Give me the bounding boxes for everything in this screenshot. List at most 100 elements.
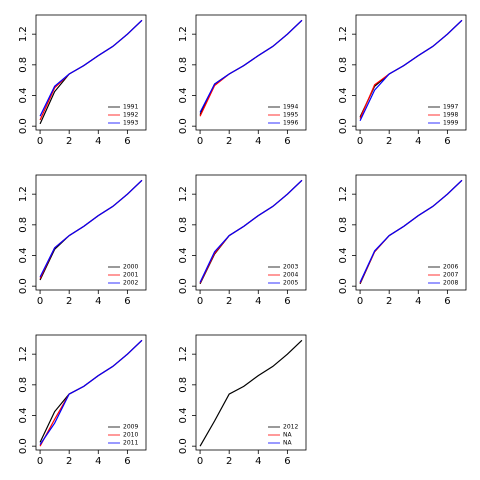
- x-tick-label: 0: [37, 456, 43, 467]
- x-tick-label: 6: [124, 136, 130, 147]
- series-line: [359, 179, 463, 283]
- y-tick-label: 0.0: [178, 278, 189, 294]
- x-tick-label: 4: [255, 296, 261, 307]
- y-tick-label: 0.4: [338, 248, 349, 264]
- plot-box: [35, 174, 147, 291]
- legend-label: 1999: [443, 120, 458, 127]
- series-line: [199, 179, 303, 283]
- legend-label: 1997: [443, 104, 458, 111]
- x-tick-label: 2: [226, 136, 232, 147]
- legend-label: 1996: [283, 120, 298, 127]
- y-tick-label: 0.8: [18, 57, 29, 73]
- series-line: [359, 19, 463, 122]
- legend-label: 1994: [283, 104, 298, 111]
- y-tick-label: 0.8: [338, 217, 349, 233]
- y-tick-label: 1.2: [178, 346, 189, 362]
- y-tick-label: 0.8: [178, 377, 189, 393]
- legend-label: 2002: [123, 280, 138, 287]
- x-tick-label: 4: [95, 136, 101, 147]
- plot-box: [355, 14, 467, 131]
- y-tick-label: 1.2: [18, 346, 29, 362]
- x-tick-label: 0: [197, 456, 203, 467]
- series-line: [39, 339, 143, 445]
- plot-box: [35, 14, 147, 131]
- y-tick-label: 0.0: [338, 278, 349, 294]
- y-tick-label: 0.4: [178, 248, 189, 264]
- x-tick-label: 6: [284, 136, 290, 147]
- x-tick-label: 4: [415, 136, 421, 147]
- y-tick-label: 0.8: [178, 217, 189, 233]
- plot-box: [35, 334, 147, 451]
- y-tick-label: 1.2: [18, 26, 29, 42]
- legend-label: 2009: [123, 424, 138, 431]
- x-tick-label: 2: [386, 136, 392, 147]
- y-tick-label: 0.0: [178, 438, 189, 454]
- legend-label: 1993: [123, 120, 138, 127]
- y-tick-label: 1.2: [338, 26, 349, 42]
- legend-label: 2005: [283, 280, 298, 287]
- x-tick-label: 2: [386, 296, 392, 307]
- series-line: [199, 19, 303, 113]
- legend-label: 1991: [123, 104, 138, 111]
- x-tick-label: 0: [357, 296, 363, 307]
- y-tick-label: 0.4: [338, 88, 349, 104]
- plot-box: [195, 174, 307, 291]
- x-tick-label: 2: [66, 296, 72, 307]
- x-tick-label: 4: [255, 456, 261, 467]
- x-tick-label: 4: [95, 456, 101, 467]
- plot-box: [195, 14, 307, 131]
- x-tick-label: 6: [284, 296, 290, 307]
- legend-label: 2006: [443, 264, 458, 271]
- x-tick-label: 0: [357, 136, 363, 147]
- y-tick-label: 0.0: [18, 438, 29, 454]
- y-tick-label: 0.8: [338, 57, 349, 73]
- legend-label: 2001: [123, 272, 138, 279]
- x-tick-label: 2: [66, 136, 72, 147]
- y-tick-label: 1.2: [178, 186, 189, 202]
- x-tick-label: 6: [124, 296, 130, 307]
- plot-box: [195, 334, 307, 451]
- x-tick-label: 2: [226, 456, 232, 467]
- x-tick-label: 6: [444, 296, 450, 307]
- legend-label: NA: [283, 432, 292, 439]
- x-tick-label: 6: [444, 136, 450, 147]
- legend-label: 2007: [443, 272, 458, 279]
- y-tick-label: 0.8: [178, 57, 189, 73]
- y-tick-label: 0.4: [178, 88, 189, 104]
- x-tick-label: 6: [284, 456, 290, 467]
- y-tick-label: 0.8: [18, 217, 29, 233]
- x-tick-label: 4: [415, 296, 421, 307]
- x-tick-label: 4: [255, 136, 261, 147]
- x-tick-label: 2: [66, 456, 72, 467]
- legend-label: 1995: [283, 112, 298, 119]
- x-tick-label: 0: [37, 136, 43, 147]
- plot-box: [355, 174, 467, 291]
- legend-label: NA: [283, 440, 292, 447]
- x-tick-label: 0: [197, 296, 203, 307]
- legend-label: 2011: [123, 440, 138, 447]
- y-tick-label: 1.2: [18, 186, 29, 202]
- legend-label: 2012: [283, 424, 298, 431]
- x-tick-label: 2: [226, 296, 232, 307]
- legend-label: 2008: [443, 280, 458, 287]
- x-tick-label: 0: [197, 136, 203, 147]
- series-line: [39, 179, 143, 278]
- series-line: [199, 339, 303, 447]
- legend-label: 2010: [123, 432, 138, 439]
- y-tick-label: 0.0: [338, 118, 349, 134]
- x-tick-label: 6: [124, 456, 130, 467]
- series-line: [39, 19, 143, 117]
- y-tick-label: 0.0: [18, 278, 29, 294]
- y-tick-label: 1.2: [338, 186, 349, 202]
- x-tick-label: 0: [37, 296, 43, 307]
- y-tick-label: 0.8: [18, 377, 29, 393]
- legend-label: 1992: [123, 112, 138, 119]
- legend-label: 1998: [443, 112, 458, 119]
- legend-label: 2000: [123, 264, 138, 271]
- y-tick-label: 0.0: [18, 118, 29, 134]
- x-tick-label: 4: [95, 296, 101, 307]
- y-tick-label: 0.4: [178, 408, 189, 424]
- y-tick-label: 0.0: [178, 118, 189, 134]
- legend-label: 2004: [283, 272, 298, 279]
